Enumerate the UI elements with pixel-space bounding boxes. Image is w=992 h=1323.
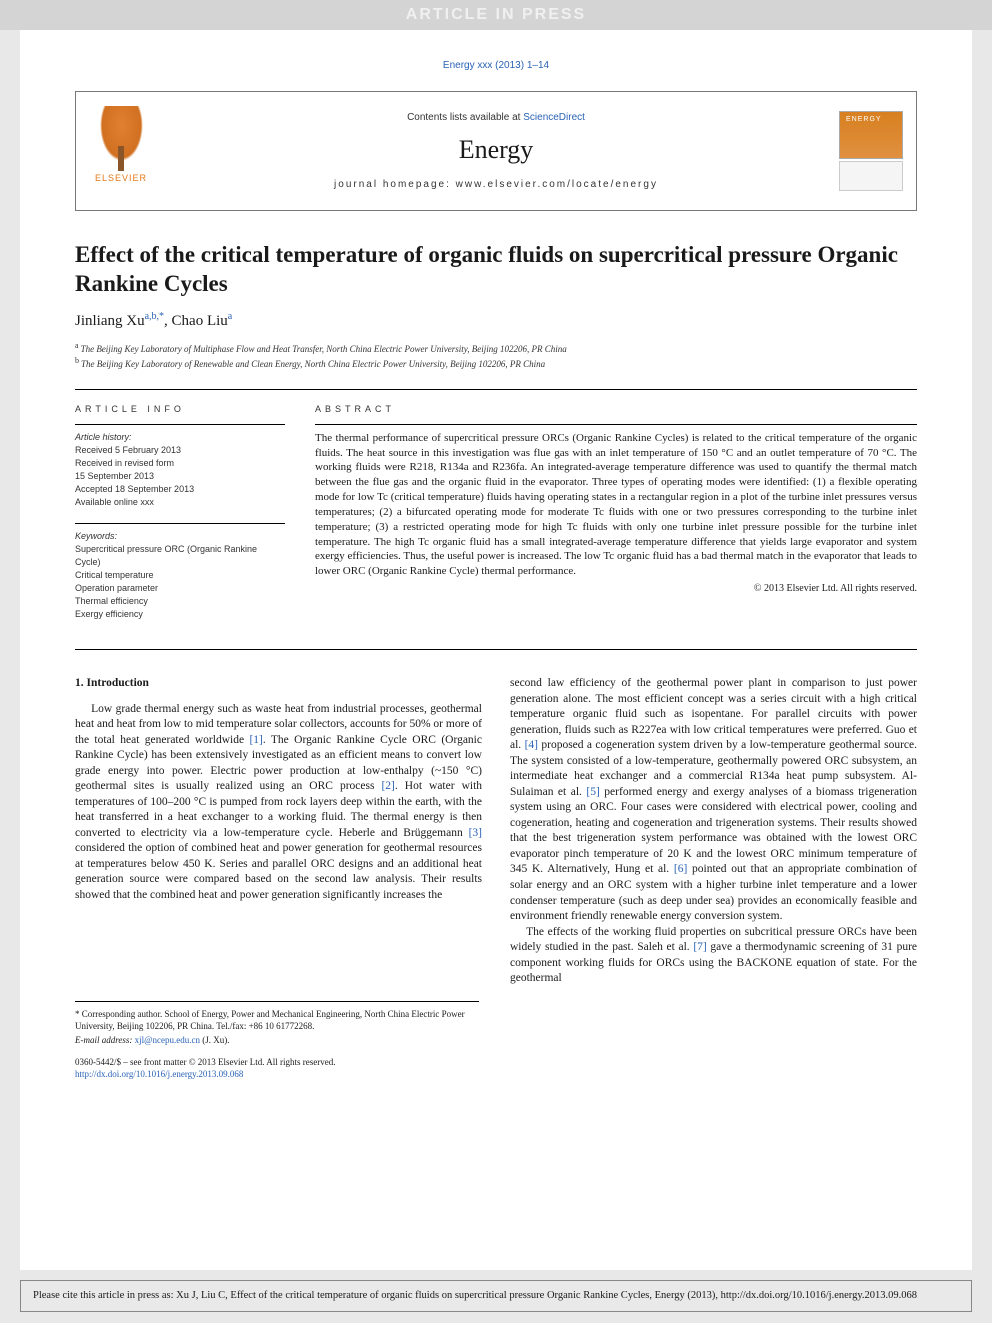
abstract-head: ABSTRACT (315, 404, 917, 414)
header-center: Contents lists available at ScienceDirec… (166, 92, 826, 210)
abstract-body: The thermal performance of supercritical… (315, 431, 917, 579)
issn-line: 0360-5442/$ – see front matter © 2013 El… (75, 1056, 479, 1068)
email-link[interactable]: xjl@ncepu.edu.cn (135, 1035, 200, 1045)
intro-para-right-2: The effects of the working fluid propert… (510, 925, 917, 987)
author-2: Chao Liu (172, 313, 228, 329)
keyword-5: Exergy efficiency (75, 608, 285, 621)
journal-header: ELSEVIER Contents lists available at Sci… (75, 91, 917, 211)
history-label: Article history: (75, 431, 285, 444)
section-1-head: 1. Introduction (75, 676, 482, 692)
abstract: ABSTRACT The thermal performance of supe… (315, 404, 917, 636)
sciencedirect-link[interactable]: ScienceDirect (523, 112, 585, 123)
author-1: Jinliang Xu (75, 313, 145, 329)
ai-rule-1 (75, 424, 285, 425)
history-accepted: Accepted 18 September 2013 (75, 483, 285, 496)
contents-line: Contents lists available at ScienceDirec… (407, 112, 585, 123)
author-2-aff[interactable]: a (228, 311, 232, 322)
history-received: Received 5 February 2013 (75, 444, 285, 457)
citation-box: Please cite this article in press as: Xu… (20, 1280, 972, 1312)
ab-rule (315, 424, 917, 425)
header-right: ENERGY (826, 92, 916, 210)
elsevier-logo: ELSEVIER (86, 106, 156, 196)
publisher-logo-box: ELSEVIER (76, 92, 166, 210)
keyword-4: Thermal efficiency (75, 595, 285, 608)
homepage-prefix: journal homepage: (334, 179, 456, 190)
rule-top (75, 389, 917, 390)
column-right: second law efficiency of the geothermal … (510, 676, 917, 986)
affiliation-a: The Beijing Key Laboratory of Multiphase… (81, 344, 567, 354)
body-columns: 1. Introduction Low grade thermal energy… (75, 676, 917, 986)
history-revised: Received in revised form 15 September 20… (75, 457, 285, 483)
elsevier-label: ELSEVIER (95, 173, 147, 183)
abstract-copyright: © 2013 Elsevier Ltd. All rights reserved… (315, 583, 917, 594)
press-banner: ARTICLE IN PRESS (0, 0, 992, 30)
homepage-url[interactable]: www.elsevier.com/locate/energy (456, 179, 658, 190)
article-title: Effect of the critical temperature of or… (75, 241, 917, 299)
elsevier-tree-icon (94, 106, 149, 171)
keyword-1: Supercritical pressure ORC (Organic Rank… (75, 543, 285, 569)
citation-top: Energy xxx (2013) 1–14 (75, 60, 917, 71)
intro-para-right-1: second law efficiency of the geothermal … (510, 676, 917, 924)
keyword-2: Critical temperature (75, 569, 285, 582)
article-info: ARTICLE INFO Article history: Received 5… (75, 404, 285, 636)
intro-para-left: Low grade thermal energy such as waste h… (75, 702, 482, 904)
email-label: E-mail address: (75, 1035, 135, 1045)
affiliation-b: The Beijing Key Laboratory of Renewable … (81, 359, 545, 369)
front-matter: 0360-5442/$ – see front matter © 2013 El… (75, 1056, 479, 1080)
cover-label: ENERGY (846, 116, 882, 123)
article-info-head: ARTICLE INFO (75, 404, 285, 414)
keyword-3: Operation parameter (75, 582, 285, 595)
column-left: 1. Introduction Low grade thermal energy… (75, 676, 482, 986)
doi-link[interactable]: http://dx.doi.org/10.1016/j.energy.2013.… (75, 1069, 243, 1079)
info-abstract-row: ARTICLE INFO Article history: Received 5… (75, 404, 917, 636)
history-online: Available online xxx (75, 496, 285, 509)
contents-prefix: Contents lists available at (407, 112, 523, 123)
keywords-label: Keywords: (75, 530, 285, 543)
author-1-aff[interactable]: a,b, (145, 311, 159, 322)
authors: Jinliang Xua,b,*, Chao Liua (75, 311, 917, 330)
article-page: Energy xxx (2013) 1–14 ELSEVIER Contents… (20, 30, 972, 1270)
journal-cover-thumb: ENERGY (839, 111, 903, 159)
homepage-line: journal homepage: www.elsevier.com/locat… (334, 179, 658, 190)
corresponding-author: * Corresponding author. School of Energy… (75, 1008, 479, 1032)
affiliations: aThe Beijing Key Laboratory of Multiphas… (75, 340, 917, 371)
rule-bottom (75, 649, 917, 650)
author-1-corr[interactable]: * (159, 311, 164, 322)
ai-rule-2 (75, 523, 285, 524)
email-after: (J. Xu). (200, 1035, 230, 1045)
footnotes: * Corresponding author. School of Energy… (75, 1001, 479, 1046)
journal-cover-thumb-2 (839, 161, 903, 191)
journal-name: Energy (459, 135, 534, 165)
